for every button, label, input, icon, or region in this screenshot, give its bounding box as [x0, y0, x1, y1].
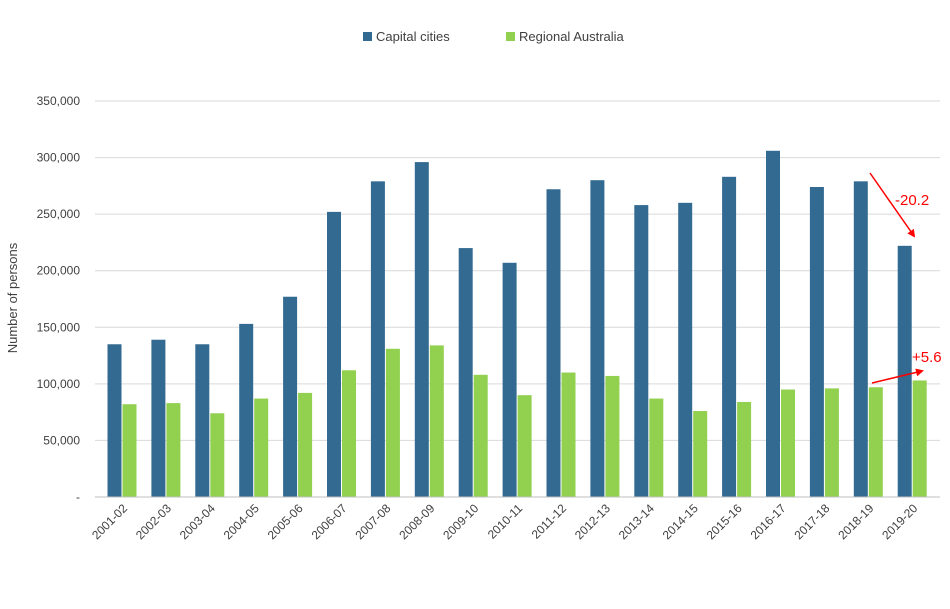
bar-regional-australia [210, 413, 225, 497]
bar-regional-australia [254, 398, 269, 497]
bar-regional-australia [693, 411, 708, 497]
bar-regional-australia [561, 372, 576, 497]
bar-regional-australia [824, 388, 839, 497]
bar-capital-cities [766, 150, 780, 498]
x-tick-label: 2011-12 [529, 501, 570, 542]
x-tick-label: 2009-10 [440, 501, 481, 542]
bar-regional-australia [868, 387, 883, 497]
bar-capital-cities [283, 296, 298, 497]
bar-capital-cities [370, 181, 385, 497]
x-tick-label: 2010-11 [485, 501, 526, 542]
x-axis-ticks: 2001-02 2002-03 2003-04 2004-05 2005-06 2006-… [89, 501, 920, 542]
y-tick-label: 350,000 [37, 94, 81, 108]
x-tick-label: 2001-02 [89, 501, 130, 542]
x-tick-label: 2008-09 [396, 501, 437, 542]
y-tick-label: 200,000 [37, 264, 81, 278]
bar-regional-australia [781, 389, 795, 497]
bar-regional-australia [298, 392, 313, 497]
bar-capital-cities [678, 202, 693, 498]
x-tick-label: 2005-06 [265, 501, 306, 542]
bar-capital-cities [590, 180, 605, 497]
bar-capital-cities [634, 205, 649, 497]
x-tick-label: 2014-15 [660, 501, 701, 542]
x-tick-label: 2015-16 [704, 501, 745, 542]
decline-arrow [869, 172, 916, 238]
bar-capital-cities [239, 323, 254, 497]
bar-capital-cities [327, 211, 341, 497]
legend-label-capital-cities: Capital cities [376, 29, 450, 44]
bar-capital-cities [853, 181, 868, 497]
y-tick-label: 300,000 [37, 151, 81, 165]
x-tick-label: 2004-05 [221, 501, 262, 542]
decline-annotation: -20.2 [895, 192, 929, 209]
bar-regional-australia [166, 403, 181, 497]
legend-label-regional-australia: Regional Australia [519, 29, 625, 44]
bar-regional-australia [385, 348, 400, 497]
y-tick-label: 250,000 [37, 207, 81, 221]
x-tick-label: 2007-08 [352, 501, 393, 542]
legend-swatch-capital-cities [363, 32, 372, 41]
x-tick-label: 2018-19 [835, 501, 876, 542]
gridlines [95, 100, 940, 441]
bar-capital-cities [546, 189, 561, 497]
x-tick-label: 2017-18 [791, 501, 832, 542]
y-tick-label: 100,000 [37, 377, 81, 391]
bar-regional-australia [517, 395, 532, 497]
bar-capital-cities [107, 344, 122, 497]
bar-regional-australia [912, 380, 927, 497]
legend-swatch-regional-australia [506, 32, 515, 41]
x-tick-label: 2016-17 [748, 501, 789, 542]
x-tick-label: 2019-20 [879, 501, 920, 542]
increase-arrow [871, 368, 924, 384]
bar-regional-australia [605, 375, 620, 497]
bar-capital-cities [458, 248, 473, 497]
bar-regional-australia [737, 401, 752, 497]
x-tick-label: 2003-04 [177, 501, 218, 542]
bar-capital-cities [897, 245, 912, 497]
bar-capital-cities [195, 344, 210, 497]
y-axis-title: Number of persons [5, 242, 20, 353]
bar-regional-australia [122, 404, 137, 497]
bar-capital-cities [809, 186, 824, 497]
bar-regional-australia [473, 374, 488, 497]
legend: Capital cities Regional Australia [363, 29, 625, 44]
bar-regional-australia [649, 398, 664, 497]
y-tick-label: 50,000 [43, 433, 80, 447]
bar-capital-cities [151, 339, 166, 497]
y-tick-label: 150,000 [37, 320, 81, 334]
bar-capital-cities [502, 262, 517, 497]
bar-regional-australia [342, 370, 356, 497]
x-tick-label: 2002-03 [133, 501, 174, 542]
y-tick-label: - [76, 490, 80, 504]
x-tick-label: 2006-07 [309, 501, 350, 542]
x-tick-label: 2012-13 [572, 501, 613, 542]
y-axis-ticks: - 50,000 100,000 150,000 200,000 250,000 300,0… [37, 94, 81, 504]
x-tick-label: 2013-14 [616, 501, 657, 542]
bar-capital-cities [414, 162, 429, 497]
bar-regional-australia [429, 345, 444, 497]
bars [107, 150, 927, 498]
increase-annotation: +5.6 [912, 349, 942, 366]
bar-capital-cities [722, 176, 737, 497]
annotations: -20.2 +5.6 [869, 172, 942, 384]
